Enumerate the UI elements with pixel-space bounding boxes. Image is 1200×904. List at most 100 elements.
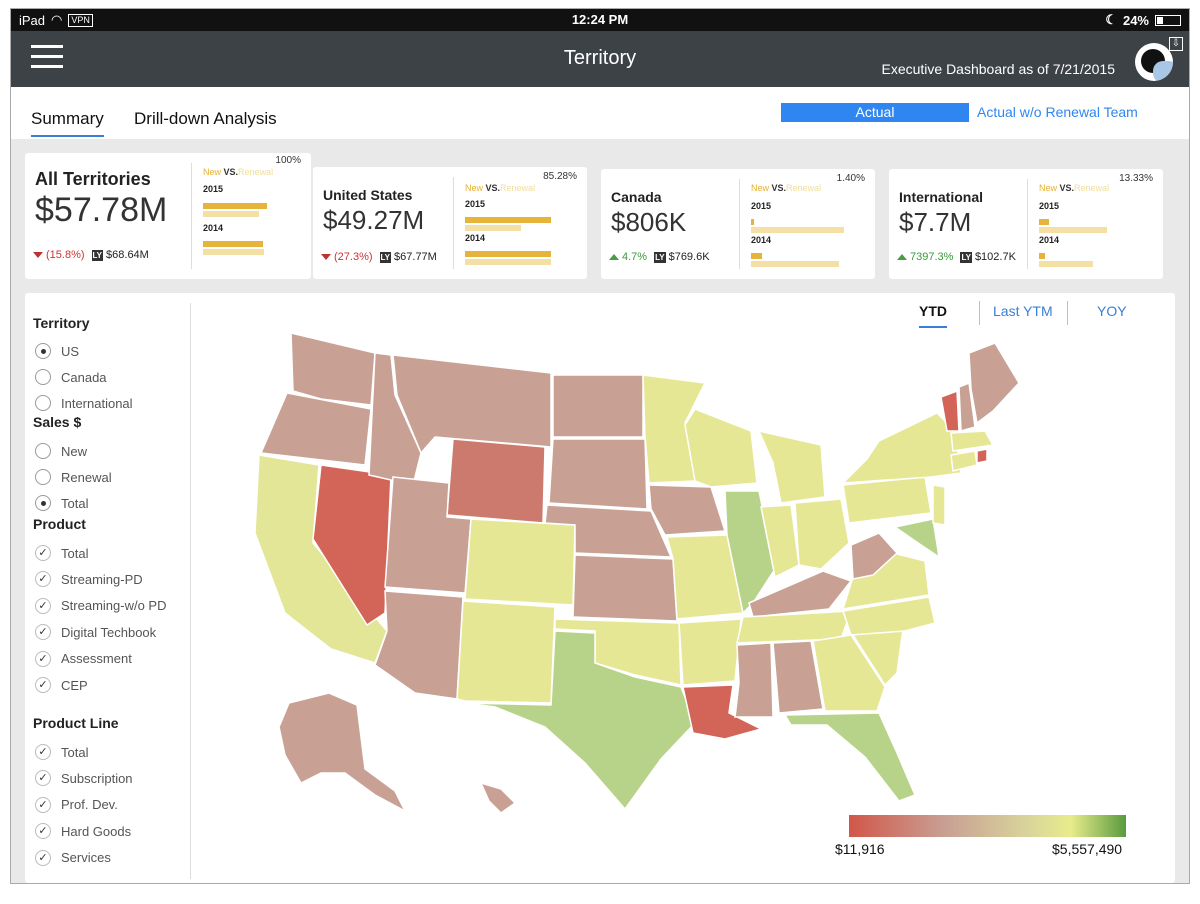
bar-new-2015 — [203, 203, 267, 209]
year-2015-label: 2015 — [203, 184, 224, 194]
actual-toggle-button[interactable]: Actual — [781, 103, 969, 122]
as-of-label: Executive Dashboard as of — [881, 61, 1049, 77]
new-vs-renewal-legend: New VS.Renewal — [1039, 183, 1109, 193]
radio-selected-icon[interactable] — [35, 343, 51, 359]
filter-option[interactable]: US — [35, 343, 79, 359]
filter-option-label: Digital Techbook — [61, 624, 157, 640]
tab-ytd[interactable]: YTD — [919, 303, 947, 328]
checkmark-icon[interactable]: ✓ — [35, 545, 51, 561]
kpi-card[interactable]: United States $49.27M (27.3%) LY $67.77M… — [313, 167, 587, 279]
filter-option[interactable]: ✓ Digital Techbook — [35, 624, 157, 641]
state-maryland — [893, 518, 941, 559]
card-title: United States — [323, 187, 413, 203]
checkmark-icon[interactable]: ✓ — [35, 744, 51, 760]
up-arrow-icon — [897, 254, 907, 260]
state-new-mexico — [456, 600, 556, 704]
last-year-value: $67.77M — [394, 251, 437, 263]
hamburger-menu-icon[interactable] — [31, 45, 63, 71]
state-oregon — [259, 392, 372, 466]
filter-option[interactable]: ✓ Streaming-PD — [35, 571, 143, 588]
last-year-value: $68.64M — [106, 249, 149, 261]
radio-empty-icon[interactable] — [35, 395, 51, 411]
state-georgia — [812, 634, 886, 712]
actual-without-renewal-button[interactable]: Actual w/o Renewal Team — [977, 104, 1138, 120]
last-year-badge: LY — [654, 251, 666, 263]
filter-option[interactable]: Total — [35, 495, 88, 511]
card-value: $806K — [611, 207, 687, 237]
filter-option[interactable]: ✓ Hard Goods — [35, 823, 132, 840]
product-filter-heading: Product — [33, 516, 86, 532]
change-percent: 7397.3% — [910, 251, 954, 263]
checkmark-icon[interactable]: ✓ — [35, 823, 51, 840]
state-hawaii — [479, 781, 517, 813]
state-texas — [464, 630, 696, 811]
filter-option[interactable]: Renewal — [35, 469, 112, 485]
download-icon[interactable]: ⇩ — [1169, 37, 1183, 51]
checkmark-icon[interactable]: ✓ — [35, 677, 51, 693]
tab-summary[interactable]: Summary — [31, 109, 104, 137]
filter-option[interactable]: International — [35, 395, 133, 411]
us-choropleth-map[interactable] — [225, 313, 1045, 813]
filter-option[interactable]: ✓ Streaming-w/o PD — [35, 597, 167, 614]
checkmark-icon[interactable]: ✓ — [35, 571, 51, 588]
filter-option-label: Canada — [61, 369, 107, 385]
state-mississippi — [734, 642, 774, 718]
filter-option-label: Prof. Dev. — [61, 797, 118, 813]
year-2015-label: 2015 — [465, 199, 486, 209]
filter-option-label: Renewal — [61, 469, 112, 485]
card-value: $7.7M — [899, 207, 972, 237]
filter-option[interactable]: ✓ Assessment — [35, 650, 132, 667]
legend-new: New — [203, 167, 222, 177]
filter-option[interactable]: ✓ Subscription — [35, 770, 133, 787]
checkmark-icon[interactable]: ✓ — [35, 849, 51, 866]
radio-selected-icon[interactable] — [35, 495, 51, 511]
tab-bar: Summary Drill-down Analysis Actual Actua… — [11, 87, 1189, 139]
kpi-card[interactable]: All Territories $57.78M (15.8%) LY $68.6… — [25, 153, 311, 279]
filter-option[interactable]: ✓ Total — [35, 744, 88, 760]
filter-option[interactable]: ✓ Services — [35, 849, 111, 866]
checkmark-icon[interactable]: ✓ — [35, 650, 51, 667]
filter-option-label: Hard Goods — [61, 823, 132, 839]
bar-new-2015 — [1039, 219, 1049, 225]
filter-option[interactable]: ✓ Total — [35, 545, 88, 561]
territory-filter-heading: Territory — [33, 315, 90, 331]
filter-option-label: Streaming-w/o PD — [61, 598, 167, 614]
state-north-carolina — [842, 596, 936, 636]
avatar[interactable] — [1135, 43, 1173, 81]
clock: 12:24 PM — [571, 12, 629, 27]
checkmark-icon[interactable]: ✓ — [35, 796, 51, 813]
down-arrow-icon — [321, 254, 331, 260]
filter-option[interactable]: New — [35, 443, 87, 459]
legend-renewal: Renewal — [500, 183, 536, 193]
filter-option[interactable]: ✓ CEP — [35, 677, 88, 693]
state-iowa — [648, 484, 727, 536]
radio-empty-icon[interactable] — [35, 469, 51, 485]
state-colorado — [464, 518, 576, 606]
filter-option-label: Streaming-PD — [61, 571, 143, 587]
filter-option[interactable]: Canada — [35, 369, 107, 385]
legend-new: New — [751, 183, 770, 193]
bar-new-2014 — [203, 241, 263, 247]
checkmark-icon[interactable]: ✓ — [35, 624, 51, 641]
state-nebraska — [544, 504, 673, 558]
filter-option-label: Total — [61, 545, 89, 561]
color-scale-min: $11,916 — [835, 841, 885, 857]
filter-option-label: Total — [61, 744, 89, 760]
tab-yoy[interactable]: YOY — [1097, 303, 1127, 319]
radio-empty-icon[interactable] — [35, 369, 51, 385]
filter-option[interactable]: ✓ Prof. Dev. — [35, 796, 118, 813]
radio-empty-icon[interactable] — [35, 443, 51, 459]
state-south-dakota — [548, 438, 648, 510]
year-2015-label: 2015 — [751, 201, 772, 211]
card-change: (15.8%) LY $68.64M — [33, 249, 149, 261]
state-rhode-island — [976, 448, 988, 464]
state-ohio — [794, 498, 850, 570]
checkmark-icon[interactable]: ✓ — [35, 597, 51, 614]
tab-last-ytm[interactable]: Last YTM — [993, 303, 1053, 319]
kpi-card[interactable]: Canada $806K 4.7% LY $769.6K New VS.Rene… — [601, 169, 875, 279]
legend-renewal: Renewal — [786, 183, 822, 193]
share-percent: 85.28% — [543, 171, 577, 182]
tab-drill-down-analysis[interactable]: Drill-down Analysis — [134, 109, 277, 128]
kpi-card[interactable]: International $7.7M 7397.3% LY $102.7K N… — [889, 169, 1163, 279]
checkmark-icon[interactable]: ✓ — [35, 770, 51, 787]
